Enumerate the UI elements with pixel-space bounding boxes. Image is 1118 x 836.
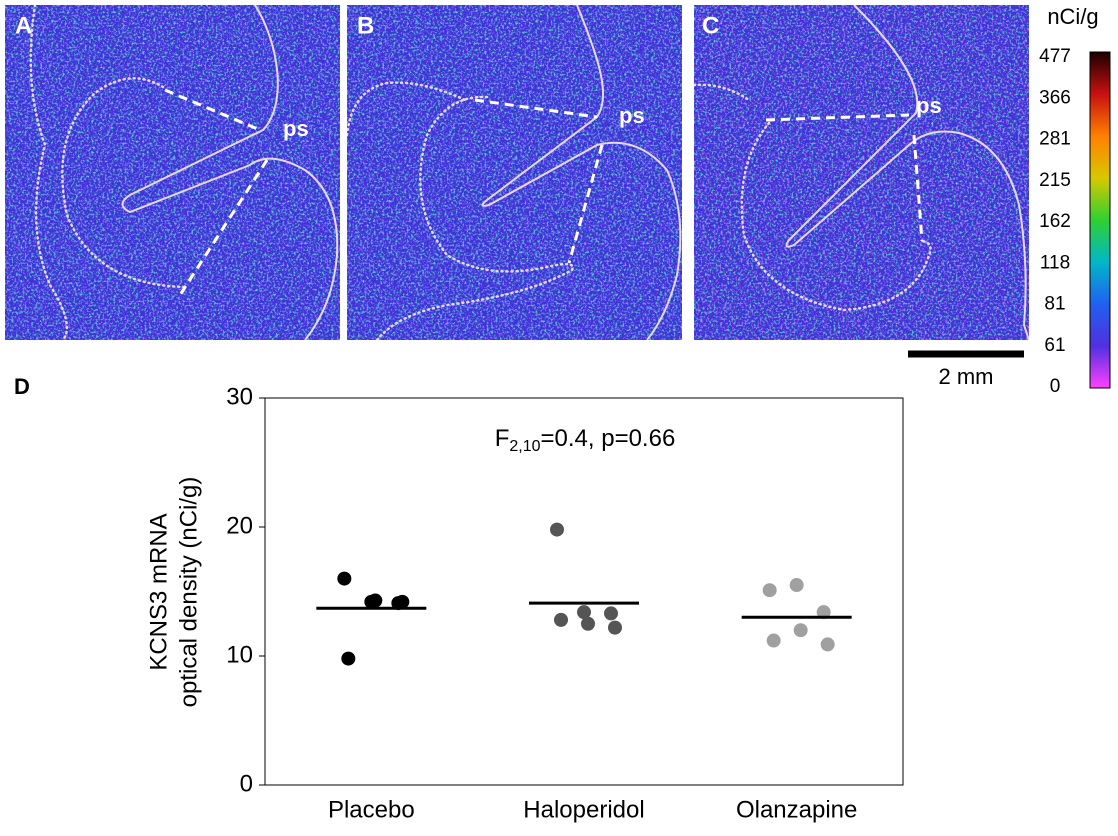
region-label: ps	[619, 103, 645, 128]
divider	[567, 144, 604, 264]
data-point	[766, 633, 781, 648]
contour	[481, 5, 682, 340]
colorbar-tick-label: 366	[1039, 87, 1071, 108]
boundary	[347, 81, 467, 137]
data-point	[816, 605, 831, 620]
autoradiogram	[347, 5, 682, 340]
colorbar-tick-label: 215	[1039, 170, 1071, 191]
x-tick-label: Haloperidol	[523, 796, 644, 823]
data-point	[820, 637, 835, 652]
y-tick-label: 0	[240, 770, 253, 797]
colorbar-unit: nCi/g	[1047, 4, 1098, 29]
data-point	[793, 623, 808, 638]
y-tick-label: 20	[226, 512, 253, 539]
autoradiogram	[5, 5, 340, 340]
annotation-text: F	[495, 425, 510, 452]
boundary	[740, 121, 932, 312]
image-panel: B ps	[347, 5, 682, 340]
contour	[785, 5, 1029, 340]
data-point	[395, 594, 410, 609]
data-point	[608, 620, 622, 635]
panel-label: A	[15, 12, 32, 39]
x-tick-label: Placebo	[328, 796, 415, 823]
data-point	[554, 612, 568, 627]
boundary	[375, 95, 574, 340]
x-tick-label: Olanzapine	[736, 796, 857, 823]
data-point	[550, 522, 564, 537]
colorbar-tick-label: 118	[1040, 252, 1070, 273]
y-tick-label: 10	[226, 641, 253, 668]
data-point	[581, 616, 595, 631]
panel-label: C	[702, 12, 719, 39]
plot-frame	[264, 397, 904, 786]
region-label: ps	[283, 116, 309, 141]
divider	[164, 88, 261, 132]
autoradiogram	[694, 5, 1029, 340]
divider	[912, 134, 924, 242]
panel-label: D	[14, 374, 30, 399]
boundary	[61, 77, 187, 289]
data-point	[762, 583, 777, 598]
y-axis-label: optical density (nCi/g)	[175, 477, 202, 708]
y-tick-label: 30	[226, 383, 253, 410]
colorbar-tick-label: 162	[1039, 211, 1071, 232]
colorbar-tick-label: 0	[1050, 376, 1061, 397]
data-point	[368, 593, 383, 608]
data-point	[341, 651, 356, 666]
colorbar	[1089, 51, 1111, 389]
y-axis-label: KCNS3 mRNA	[145, 513, 172, 670]
data-point	[604, 606, 618, 621]
annotation-subscript: 2,10	[509, 438, 540, 455]
panel-label: B	[357, 12, 374, 39]
data-point	[577, 605, 591, 620]
divider	[178, 159, 269, 296]
contour	[121, 5, 339, 340]
boundary	[29, 5, 69, 340]
region-label: ps	[916, 93, 942, 118]
image-panel: A ps	[5, 5, 340, 340]
annotation: F2,10=0.4, p=0.66	[495, 425, 676, 455]
image-panel: C ps	[694, 5, 1029, 340]
divider	[765, 113, 910, 122]
annotation-text: =0.4, p=0.66	[541, 425, 676, 452]
colorbar-tick-label: 61	[1044, 335, 1065, 356]
colorbar-tick-label: 281	[1039, 129, 1071, 150]
colorbar-tick-label: 477	[1039, 46, 1071, 67]
scale-bar-label: 2 mm	[939, 364, 994, 389]
boundary	[694, 83, 751, 102]
divider	[474, 98, 598, 119]
data-point	[789, 578, 804, 593]
colorbar-tick-label: 81	[1044, 294, 1065, 315]
data-point	[337, 571, 352, 586]
